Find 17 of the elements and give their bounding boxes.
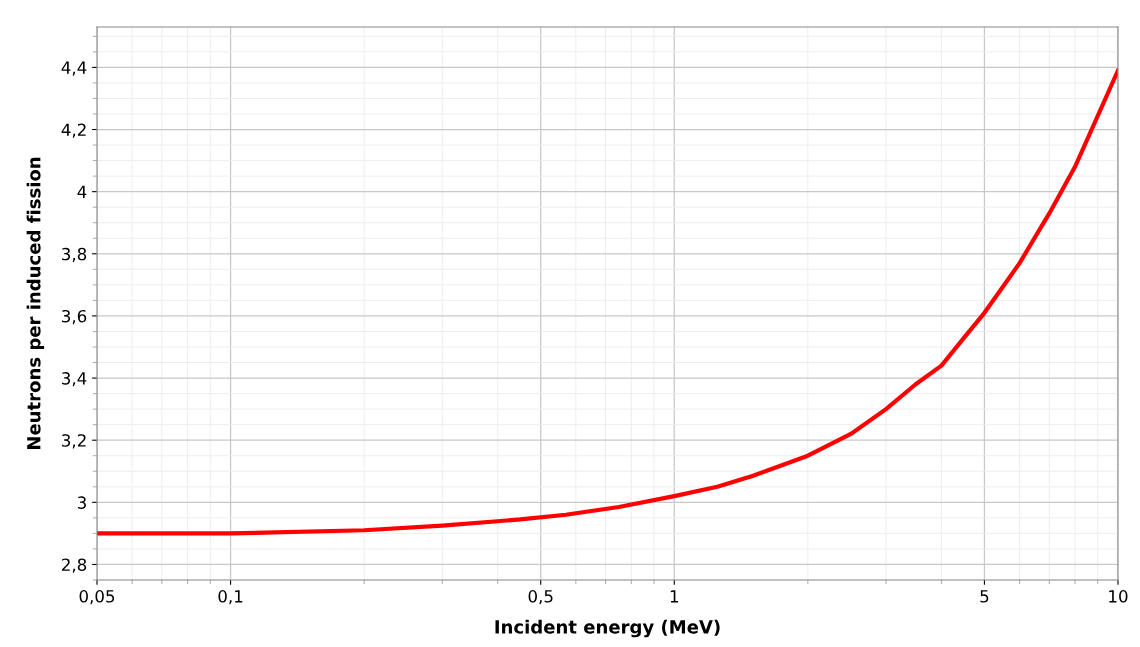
y-tick-label: 4 <box>77 185 87 198</box>
y-tick-label: 3,4 <box>62 372 87 387</box>
y-tick-label: 3 <box>77 496 86 509</box>
y-tick-label: 2,8 <box>61 558 87 573</box>
y-tick-label: 4,2 <box>61 123 86 138</box>
y-tick-label: 3,8 <box>62 247 87 263</box>
y-axis-title: Neutrons per induced fission <box>26 157 45 450</box>
x-tick-label: 0,1 <box>218 590 243 605</box>
x-tick-label: 5 <box>980 590 989 603</box>
y-tick-label: 3,6 <box>62 309 87 325</box>
x-tick-label: 0,5 <box>528 590 553 605</box>
x-tick-label: 0,05 <box>79 590 115 605</box>
x-axis-title: Incident energy (MeV) <box>495 619 720 638</box>
x-tick-label: 10 <box>1109 590 1128 603</box>
x-tick-label: 1 <box>670 590 679 603</box>
y-tick-label: 3,2 <box>62 434 86 449</box>
y-tick-label: 4,4 <box>61 61 87 76</box>
